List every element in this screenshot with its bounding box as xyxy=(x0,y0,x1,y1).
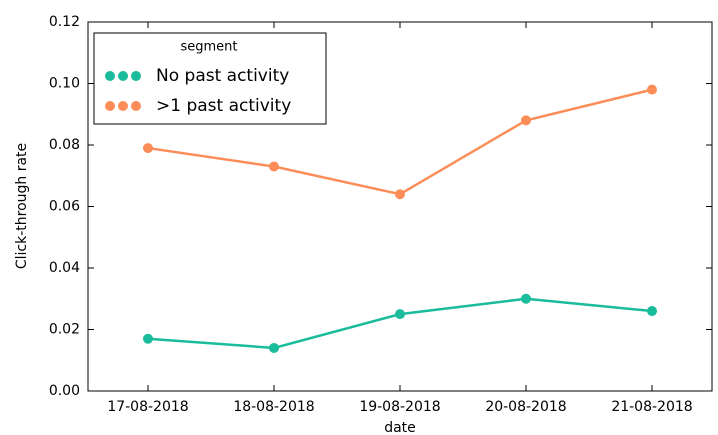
data-point xyxy=(395,189,405,200)
x-tick-label: 19-08-2018 xyxy=(359,399,440,415)
y-axis-label: Click-through rate xyxy=(14,143,30,269)
legend-title: segment xyxy=(180,40,237,55)
series-line xyxy=(147,297,653,350)
y-tick-label: 0.10 xyxy=(49,76,80,92)
legend: segment No past activity >1 past activity xyxy=(93,32,327,125)
data-point xyxy=(269,161,279,172)
data-point xyxy=(143,333,153,344)
data-point xyxy=(647,84,657,95)
x-tick-label: 21-08-2018 xyxy=(611,399,692,415)
legend-label: No past activity xyxy=(156,66,289,86)
legend-marker xyxy=(105,71,115,81)
x-tick-label: 20-08-2018 xyxy=(485,399,566,415)
y-tick-label: 0.02 xyxy=(49,322,80,338)
legend-marker xyxy=(131,71,141,81)
data-point xyxy=(143,143,153,154)
data-point xyxy=(269,342,279,353)
legend-marker xyxy=(105,101,115,111)
y-tick-label: 0.04 xyxy=(49,260,80,276)
plot-frame xyxy=(87,21,713,392)
data-point xyxy=(521,115,531,126)
y-tick-label: 0.06 xyxy=(49,199,80,215)
legend-marker xyxy=(118,71,128,81)
x-tick-label: 18-08-2018 xyxy=(233,399,314,415)
legend-marker xyxy=(131,101,141,111)
legend-marker xyxy=(118,101,128,111)
y-tick-label: 0.12 xyxy=(49,14,80,30)
data-point xyxy=(395,309,405,320)
x-axis-label: date xyxy=(384,420,416,435)
y-tick-label: 0.00 xyxy=(49,383,80,399)
data-point xyxy=(647,306,657,317)
x-tick-label: 17-08-2018 xyxy=(107,399,188,415)
y-tick-label: 0.08 xyxy=(49,137,80,153)
data-point xyxy=(521,293,531,304)
legend-label: >1 past activity xyxy=(156,96,291,116)
